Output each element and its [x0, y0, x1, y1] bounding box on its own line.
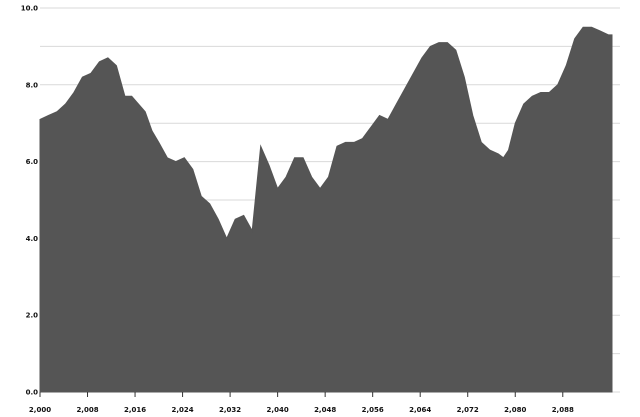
x-tick-label: 2,080: [504, 406, 526, 414]
x-tick-label: 2,064: [409, 406, 431, 414]
y-tick-label: 6.0: [26, 158, 39, 166]
area-series: [39, 26, 613, 393]
x-tick-label: 2,016: [124, 406, 146, 414]
x-tick-label: 2,024: [171, 406, 193, 414]
y-axis: 0.0 2.0 4.0 6.0 8.0 10.0: [21, 5, 38, 397]
x-tick-label: 2,048: [314, 406, 336, 414]
x-tick-label: 2,072: [457, 406, 479, 414]
y-tick-label: 10.0: [21, 5, 38, 13]
x-tick-label: 2,032: [219, 406, 241, 414]
x-tick-label: 2,008: [76, 406, 98, 414]
y-tick-label: 4.0: [26, 235, 39, 243]
area-fill: [39, 26, 613, 393]
x-tick-label: 2,088: [552, 406, 574, 414]
x-tick-label: 2,000: [29, 406, 51, 414]
x-tick-label: 2,040: [267, 406, 289, 414]
y-tick-label: 0.0: [26, 389, 39, 397]
x-tick-label: 2,056: [362, 406, 384, 414]
x-axis: 2,000 2,008 2,016 2,024 2,032 2,040 2,048 2,056…: [29, 392, 574, 414]
y-tick-label: 8.0: [26, 81, 39, 89]
y-tick-label: 2.0: [26, 312, 39, 320]
